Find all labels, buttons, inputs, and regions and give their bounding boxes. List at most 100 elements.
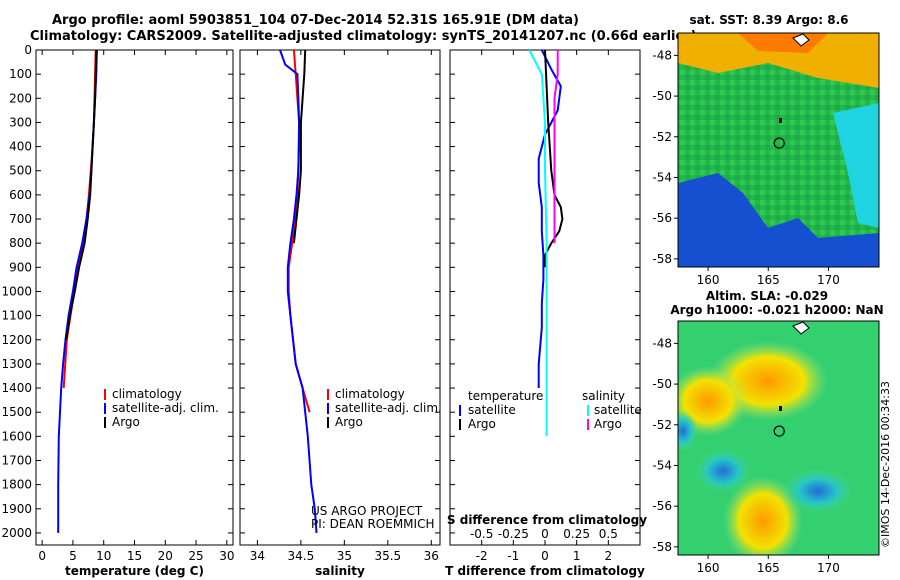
argo-float-marker <box>773 425 785 437</box>
xtick-label: 15 <box>127 549 142 563</box>
xtick-label: 35 <box>337 549 352 563</box>
project-annotation: US ARGO PROJECT <box>311 504 423 518</box>
ytick-label: 500 <box>9 164 32 178</box>
legend-label: climatology <box>335 387 405 401</box>
xtick-label: -2 <box>476 549 488 563</box>
map-ytick-label: -58 <box>652 252 672 266</box>
sla-low-blob <box>783 469 853 513</box>
map-xtick-label: 170 <box>817 273 840 287</box>
ytick-label: 1200 <box>1 333 32 347</box>
map-ytick-label: -48 <box>652 336 672 350</box>
ytick-label: 1000 <box>1 284 32 298</box>
legend-label: satellite-adj. clim. <box>112 401 219 415</box>
ytick-label: 600 <box>9 188 32 202</box>
map-ytick-label: -54 <box>652 170 672 184</box>
map-ytick-label: -52 <box>652 418 672 432</box>
map-group-sla-map <box>678 321 879 555</box>
sst-warm-region <box>678 33 879 88</box>
ytick-label: 400 <box>9 140 32 154</box>
ytick-label: 900 <box>9 260 32 274</box>
legend-label: climatology <box>112 387 182 401</box>
legend-title-salinity: salinity <box>582 389 625 403</box>
legend-label: satellite <box>468 403 516 417</box>
series-line-t-satellite <box>537 49 562 388</box>
legend-label: satellite <box>594 403 642 417</box>
ytick-label: 800 <box>9 236 32 250</box>
map-xtick-label: 160 <box>697 273 720 287</box>
xaxis-label-temperature-profile: temperature (deg C) <box>65 564 204 578</box>
map-ytick-label: -58 <box>652 540 672 554</box>
map-ytick-label: -56 <box>652 211 672 225</box>
argo-float-marker <box>773 137 785 149</box>
map-ytick-label: -48 <box>652 48 672 62</box>
xtick-label: 0 <box>541 549 549 563</box>
series-line-s-satellite <box>528 49 548 437</box>
sla-low-blob <box>695 449 751 493</box>
xtick-label: -1 <box>507 549 519 563</box>
ytick-label: 2000 <box>1 526 32 540</box>
sla-high-blob <box>678 366 748 436</box>
ytick-label: 200 <box>9 91 32 105</box>
ytick-label: 700 <box>9 212 32 226</box>
legend-label: Argo <box>468 417 496 431</box>
map-group-sst-map <box>678 33 879 267</box>
ytick-label: 1800 <box>1 478 32 492</box>
xtick-label: 1 <box>573 549 581 563</box>
plot-frame-temperature-profile <box>35 49 234 546</box>
island-marker <box>779 406 782 411</box>
ytick-label: 1900 <box>1 502 32 516</box>
ytick-label: 0 <box>24 43 32 57</box>
map-ytick-label: -50 <box>652 89 672 103</box>
legend-label: satellite-adj. clim. <box>335 401 442 415</box>
series-line-climatology <box>62 49 97 389</box>
xtick-top-label: 0 <box>541 527 549 541</box>
sst-map-title: sat. SST: 8.39 Argo: 8.6 <box>689 13 848 27</box>
map-ytick-label: -50 <box>652 377 672 391</box>
plot-frame-salinity-profile <box>239 49 441 546</box>
ytick-label: 1700 <box>1 453 32 467</box>
legend-label: Argo <box>594 417 622 431</box>
series-line-s-argo <box>553 50 559 244</box>
map-ytick-label: -54 <box>652 458 672 472</box>
xaxis-label-top: S difference from climatology <box>447 513 647 527</box>
sla-high-blob <box>723 476 803 555</box>
xtick-label: 25 <box>188 549 203 563</box>
land-patch <box>792 33 810 47</box>
xtick-top-label: -0.25 <box>498 527 529 541</box>
series-line-satellite-adj-clim- <box>279 49 318 533</box>
xtick-label: 2 <box>605 549 613 563</box>
ytick-label: 1300 <box>1 357 32 371</box>
ytick-label: 1400 <box>1 381 32 395</box>
map-xtick-label: 170 <box>817 561 840 575</box>
xtick-label: 20 <box>158 549 173 563</box>
xtick-label: 10 <box>96 549 111 563</box>
xtick-label: 0 <box>38 549 46 563</box>
sla-low-blob <box>678 411 698 451</box>
sst-cold-region <box>678 173 879 267</box>
xtick-label: 34 <box>250 549 265 563</box>
sla-map-title-2: Argo h1000: -0.021 h2000: NaN <box>670 303 883 317</box>
figure-title-line1: Argo profile: aoml 5903851_104 07-Dec-20… <box>52 13 579 28</box>
xtick-label: 5 <box>69 549 77 563</box>
legend-title-temperature: temperature <box>468 389 543 403</box>
xtick-label: 36 <box>424 549 439 563</box>
imos-watermark: ©IMOS 14-Dec-2016 00:34:33 <box>879 381 892 548</box>
map-xtick-label: 165 <box>757 561 780 575</box>
legend-label: Argo <box>112 415 140 429</box>
ytick-label: 1500 <box>1 405 32 419</box>
xaxis-label-difference-profile: T difference from climatology <box>445 564 645 578</box>
sst-cyan-region <box>833 103 879 228</box>
series-line-argo <box>292 49 307 244</box>
map-xtick-label: 165 <box>757 273 780 287</box>
xtick-top-label: -0.5 <box>470 527 493 541</box>
xtick-label: 34.5 <box>288 549 315 563</box>
series-line-argo <box>65 49 98 340</box>
map-ytick-label: -56 <box>652 499 672 513</box>
xaxis-label-salinity-profile: salinity <box>315 564 365 578</box>
ytick-label: 300 <box>9 115 32 129</box>
map-frame <box>677 32 880 268</box>
project-annotation: PI: DEAN ROEMMICH <box>311 517 434 531</box>
ytick-label: 1600 <box>1 429 32 443</box>
